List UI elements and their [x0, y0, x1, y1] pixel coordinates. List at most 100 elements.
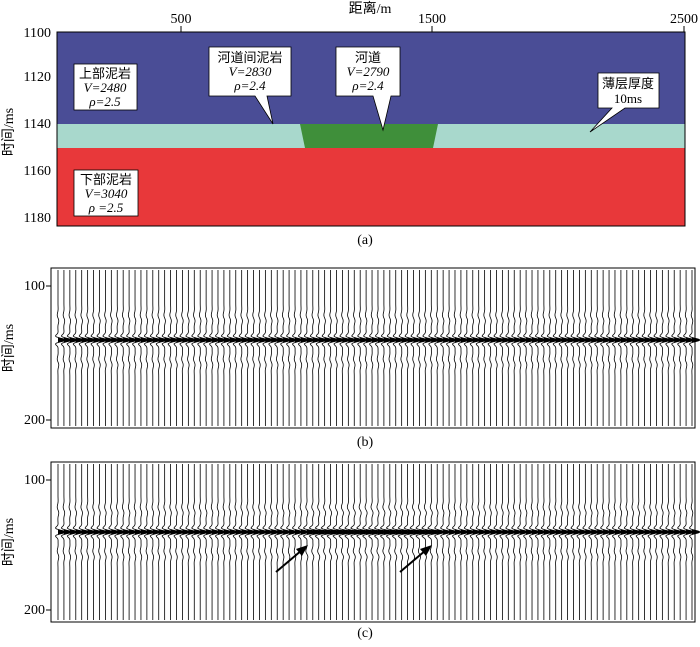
seismic-trace [173, 464, 186, 620]
trace-fill [490, 526, 499, 538]
seismic-trace [214, 270, 227, 426]
lower-name: 下部泥岩 [80, 172, 132, 187]
y-tick-1120: 1120 [24, 70, 51, 85]
trace-fill [265, 334, 274, 346]
trace-fill [591, 334, 600, 346]
trace-fill [395, 334, 404, 346]
trace-fill [277, 334, 286, 346]
seismic-trace [131, 270, 144, 426]
trace-fill [318, 334, 327, 346]
trace-fill [241, 526, 250, 538]
trace-fill [389, 334, 398, 346]
seismic-trace [594, 464, 607, 620]
trace-fill [223, 334, 232, 346]
seismic-trace [434, 270, 447, 426]
trace-fill [283, 334, 292, 346]
panel-c: 时间/ms 100 200 (c) [1, 461, 700, 641]
trace-fill [93, 334, 102, 346]
trace-fill [561, 526, 570, 538]
trace-fill [620, 334, 629, 346]
trace-fill [158, 334, 167, 346]
seismic-trace [368, 270, 381, 426]
trace-fill [140, 334, 149, 346]
lower-mudstone-layer [57, 148, 685, 226]
trace-fill [419, 334, 428, 346]
seismic-trace [238, 464, 251, 620]
seismic-trace [78, 464, 91, 620]
seismic-trace [291, 464, 304, 620]
trace-fill [58, 334, 66, 346]
seismic-trace [392, 270, 405, 426]
upper-velocity: V=2480 [84, 80, 127, 95]
trace-fill [223, 526, 232, 538]
seismic-trace [108, 270, 121, 426]
trace-fill [686, 334, 695, 346]
trace-fill [312, 526, 324, 538]
trace-fill [312, 334, 321, 346]
trace-fill [158, 526, 167, 538]
trace-fill [626, 334, 635, 346]
trace-fill [176, 334, 185, 346]
interchannel-velocity: V=2830 [229, 64, 272, 79]
trace-fill [342, 526, 354, 538]
seismic-trace [185, 270, 198, 426]
trace-fill [692, 334, 700, 346]
seismic-trace [345, 270, 358, 426]
seismic-trace [309, 270, 322, 426]
seismic-trace [120, 464, 133, 620]
trace-fill [644, 334, 653, 346]
seismic-trace [380, 270, 393, 426]
interchannel-name: 河道间泥岩 [217, 50, 282, 65]
lower-velocity: V=3040 [85, 186, 128, 201]
seismic-trace [102, 464, 115, 620]
seismic-trace [250, 464, 263, 620]
seismic-trace [333, 270, 346, 426]
seismic-trace [457, 270, 470, 426]
seismic-trace [256, 270, 269, 426]
seismic-trace [552, 270, 565, 426]
trace-fill [585, 526, 594, 538]
seismic-trace [688, 270, 700, 426]
seismic-trace [403, 464, 420, 620]
trace-fill [597, 334, 606, 346]
seismic-trace [440, 270, 452, 426]
seismic-trace [232, 270, 245, 426]
trace-fill [188, 526, 197, 538]
seismic-trace [481, 270, 494, 426]
x-axis-label: 距离/m [349, 0, 392, 17]
trace-fill [129, 334, 138, 346]
trace-fill [146, 334, 155, 346]
trace-fill [330, 526, 342, 538]
seismic-trace [688, 464, 700, 620]
seismic-trace [410, 270, 423, 426]
seismic-trace [167, 270, 180, 426]
trace-fill [241, 334, 250, 346]
trace-fill [117, 334, 126, 346]
trace-fill [188, 334, 197, 346]
seismic-trace [594, 270, 607, 426]
trace-fill [164, 526, 173, 538]
trace-fill [111, 334, 120, 346]
seismic-trace [332, 464, 349, 620]
trace-fill [217, 526, 226, 538]
trace-fill [324, 526, 336, 538]
seismic-trace [327, 270, 340, 426]
trace-fill [366, 334, 375, 346]
seismic-trace [409, 464, 426, 620]
seismic-trace [528, 270, 541, 426]
seismic-trace [374, 270, 387, 426]
trace-fill [437, 526, 446, 538]
seismic-trace [131, 464, 144, 620]
trace-fill [69, 334, 78, 346]
trace-fill [656, 334, 665, 346]
trace-fill [692, 526, 700, 538]
trace-fill [484, 526, 493, 538]
upper-name: 上部泥岩 [79, 66, 131, 81]
seismic-trace [268, 464, 281, 620]
seismic-trace [475, 464, 488, 620]
seismic-trace [534, 464, 547, 620]
trace-fill [247, 334, 256, 346]
trace-fill [200, 526, 209, 538]
seismic-trace [481, 464, 494, 620]
trace-fill [200, 334, 209, 346]
